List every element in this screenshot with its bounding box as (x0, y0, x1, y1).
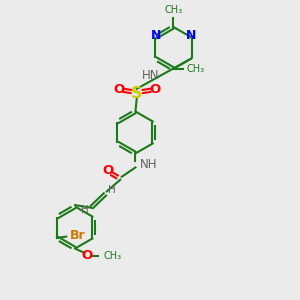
Text: S: S (131, 85, 142, 100)
Text: NH: NH (140, 158, 157, 171)
Text: Br: Br (70, 229, 86, 242)
Text: CH₃: CH₃ (103, 251, 122, 261)
Text: H: H (81, 205, 89, 215)
Text: O: O (102, 164, 114, 178)
Text: O: O (82, 249, 93, 262)
Text: N: N (151, 29, 161, 42)
Text: N: N (186, 29, 196, 42)
Text: O: O (149, 83, 161, 96)
Text: CH₃: CH₃ (186, 64, 204, 74)
Text: O: O (113, 83, 124, 96)
Text: HN: HN (142, 69, 160, 82)
Text: H: H (108, 185, 116, 195)
Text: CH₃: CH₃ (164, 5, 182, 15)
